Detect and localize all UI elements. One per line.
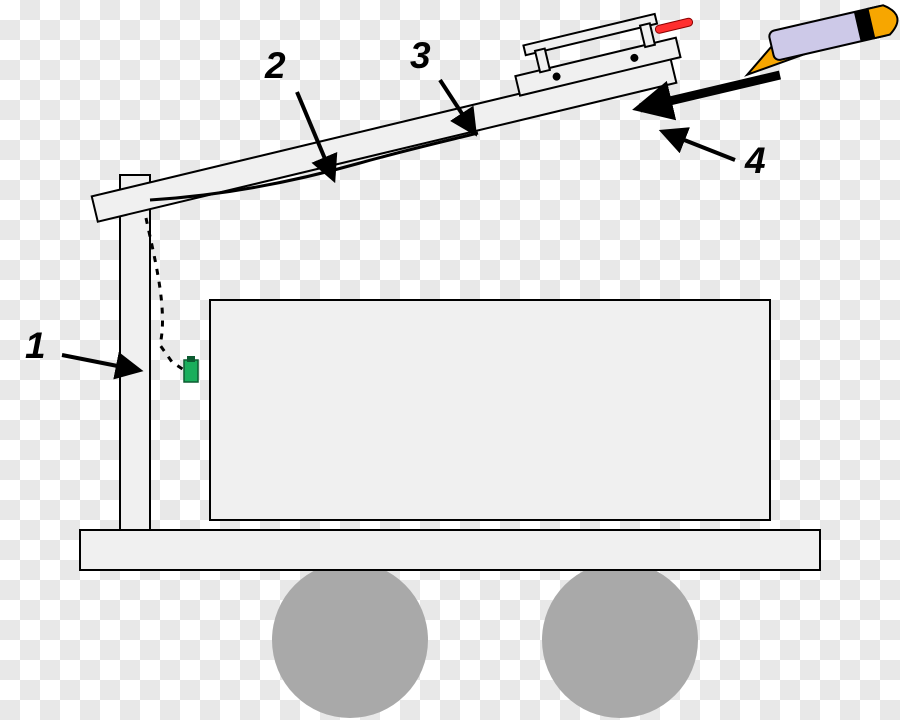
rocket [739,3,900,75]
label-1-text: 1 [25,325,46,367]
cart-base [80,530,820,570]
wheel [272,562,428,718]
cart-box [210,300,770,520]
igniter [655,17,694,34]
label-4-text: 4 [745,140,766,182]
arrow-label-4 [664,132,735,160]
label-3-text: 3 [410,35,431,77]
control-switch [184,356,198,382]
wheel [542,562,698,718]
launch-rail [81,6,706,222]
wire-dashed [146,218,184,370]
diagram-canvas [0,0,900,720]
label-2-text: 2 [265,45,286,87]
cart-post [120,175,150,530]
